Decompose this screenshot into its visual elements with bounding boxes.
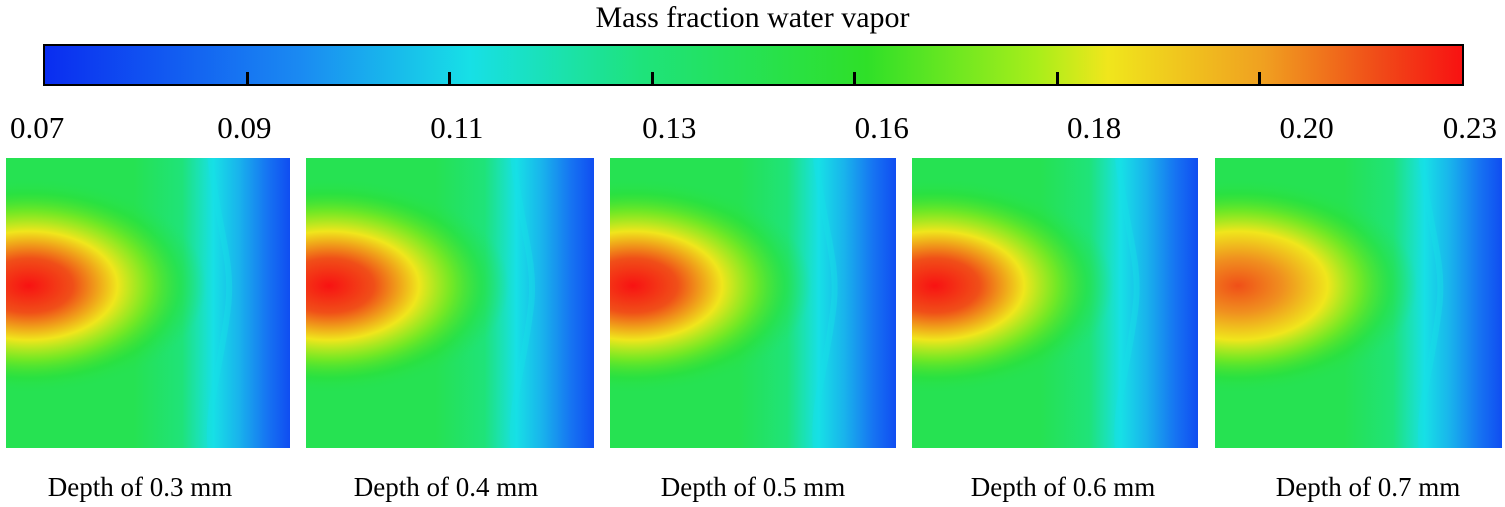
colorbar-tick-label: 0.16 [854,110,909,145]
panel-caption: Depth of 0.3 mm [47,472,233,502]
colorbar-title: Mass fraction water vapor [595,1,910,34]
panel-caption: Depth of 0.4 mm [353,472,539,502]
heatmap-panel [6,158,290,448]
colorbar-tick [245,72,249,84]
colorbar-tick-label: 0.07 [10,110,65,145]
heatmap-panel [610,158,896,448]
colorbar-tick-label: 0.13 [642,110,697,145]
panel-caption: Depth of 0.5 mm [660,472,846,502]
heatmap-hotspot [1215,158,1502,448]
heatmap-panel [306,158,594,448]
colorbar-tick [650,72,654,84]
heatmap-hotspot [912,158,1198,448]
contour-band [1114,158,1140,448]
colorbar-tick-label: 0.23 [1442,110,1497,145]
colorbar [43,44,1464,86]
heatmap-plot [6,158,290,448]
heatmap-plot [1215,158,1502,448]
heatmap-panel [1215,158,1502,448]
colorbar-tick [1258,72,1262,84]
heatmap-plot [306,158,594,448]
contour-band [509,158,536,448]
colorbar-tick-label: 0.18 [1067,110,1122,145]
colorbar-tick-label: 0.20 [1279,110,1334,145]
colorbar-tick [853,72,857,84]
contour-band [206,158,233,448]
colorbar-tick [448,72,452,84]
colorbar-tick-label: 0.11 [430,110,484,145]
heatmap-panel [912,158,1198,448]
heatmap-plot [610,158,896,448]
heatmap-plot [912,158,1198,448]
contour-band [812,158,838,448]
colorbar-tick [1055,72,1059,84]
panel-caption: Depth of 0.7 mm [1275,472,1461,502]
contour-band [1418,158,1444,448]
panel-caption: Depth of 0.6 mm [970,472,1156,502]
heatmap-hotspot [306,158,594,448]
heatmap-hotspot [610,158,896,448]
colorbar-tick-label: 0.09 [217,110,272,145]
heatmap-hotspot [6,158,290,448]
